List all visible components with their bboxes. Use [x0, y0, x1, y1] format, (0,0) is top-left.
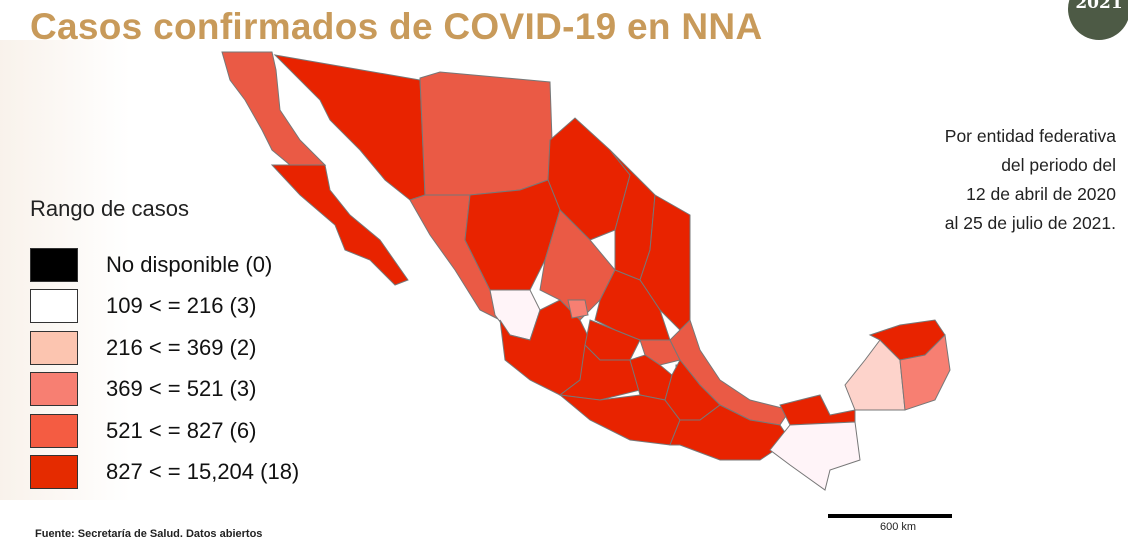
- state-chihuahua[interactable]: [419, 71, 553, 196]
- legend-label: 521 < = 827 (6): [106, 417, 257, 443]
- page-title: Casos confirmados de COVID-19 en NNA: [30, 6, 763, 47]
- legend-item: 521 < = 827 (6): [30, 410, 299, 452]
- legend-item: 109 < = 216 (3): [30, 286, 299, 328]
- state-quintana-roo[interactable]: [899, 333, 951, 411]
- scale-bar: [828, 514, 952, 518]
- legend-item: 369 < = 521 (3): [30, 369, 299, 411]
- state-tamaulipas[interactable]: [639, 194, 691, 331]
- legend-item: No disponible (0): [30, 244, 299, 286]
- state-guerrero[interactable]: [558, 394, 681, 446]
- state-hidalgo[interactable]: [639, 339, 681, 366]
- legend-swatch: [30, 455, 78, 490]
- legend-label: 827 < = 15,204 (18): [106, 459, 300, 485]
- period-line: Por entidad federativa: [944, 126, 1116, 146]
- state-aguascalientes[interactable]: [567, 299, 589, 319]
- period-note: Por entidad federativa del periodo del 1…: [945, 122, 1116, 238]
- legend-swatch: [30, 372, 78, 407]
- legend-swatch: [30, 413, 78, 448]
- legend-swatch: [30, 247, 78, 282]
- legend-title: Rango de casos: [30, 196, 189, 221]
- state-jalisco[interactable]: [499, 299, 591, 396]
- legend-label: 109 < = 216 (3): [106, 293, 257, 319]
- legend-item: 216 < = 369 (2): [30, 327, 299, 369]
- period-line: 12 de abril de 2020: [966, 184, 1116, 204]
- legend: No disponible (0) 109 < = 216 (3) 216 < …: [30, 244, 299, 493]
- state-tabasco[interactable]: [779, 394, 856, 426]
- state-baja-california-sur[interactable]: [270, 164, 409, 286]
- legend-label: 369 < = 521 (3): [106, 376, 257, 402]
- legend-swatch: [30, 289, 78, 324]
- state-michoacan[interactable]: [558, 343, 641, 401]
- legend-swatch: [30, 330, 78, 365]
- legend-label: No disponible (0): [106, 251, 273, 277]
- source-note: Fuente: Secretaría de Salud. Datos abier…: [35, 528, 263, 540]
- period-line: del periodo del: [1001, 155, 1116, 175]
- period-line: al 25 de julio de 2021.: [944, 213, 1116, 233]
- legend-item: 827 < = 15,204 (18): [30, 452, 299, 494]
- scale-label: 600 km: [880, 521, 917, 533]
- legend-label: 216 < = 369 (2): [106, 334, 257, 360]
- state-chiapas[interactable]: [769, 421, 861, 491]
